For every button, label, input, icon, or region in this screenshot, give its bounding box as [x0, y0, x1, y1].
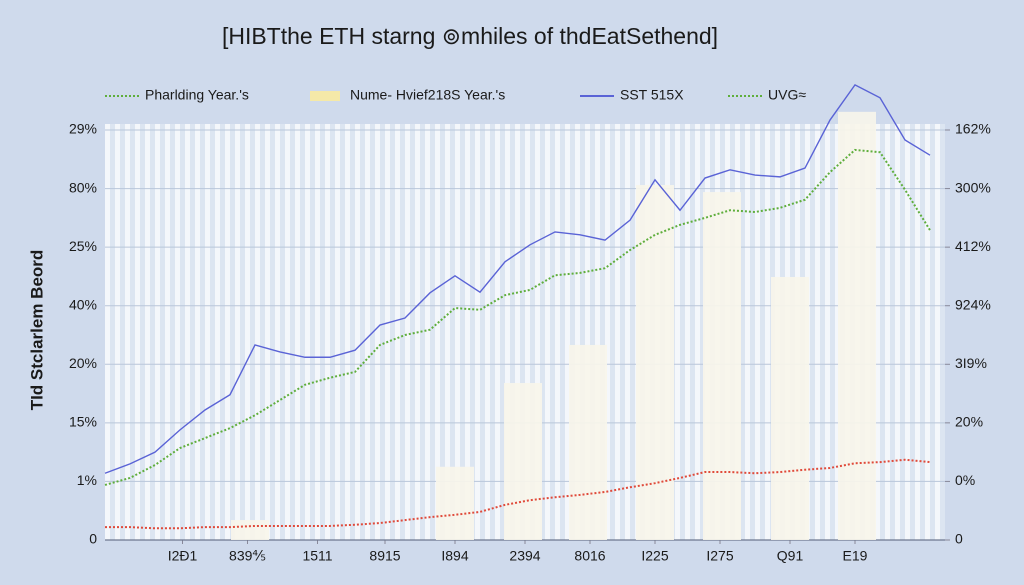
line-series	[104, 148, 931, 486]
bar	[703, 192, 741, 541]
legend-label: Pharlding Year.'s	[145, 87, 249, 103]
y-tick-label: 40%	[69, 296, 97, 312]
y-tick-label: 1%	[77, 472, 97, 488]
x-tick-label: 1511	[302, 548, 332, 564]
y2-tick-label: 924%	[955, 296, 991, 312]
line-series	[104, 83, 931, 474]
line-series	[105, 458, 931, 530]
y2-tick-label: 20%	[955, 414, 983, 430]
y-tick-label: 0	[89, 531, 97, 547]
y-tick-label: 25%	[69, 238, 97, 254]
bar	[231, 520, 269, 540]
y-tick-label: 15%	[69, 414, 97, 430]
bar	[436, 466, 474, 540]
y-tick-label: 29%	[69, 121, 97, 137]
legend-label: SST 515X	[620, 87, 684, 103]
x-tick-label: Q91	[777, 548, 804, 564]
y2-tick-label: 412%	[955, 238, 991, 254]
bar	[504, 383, 542, 540]
legend-label: UVG≈	[768, 87, 806, 103]
y2-tick-label: 0%	[955, 472, 975, 488]
bar	[771, 277, 809, 540]
legend-label: Nume- Hvief218S Year.'s	[350, 87, 505, 103]
x-tick-label: I894	[441, 548, 468, 564]
x-tick-label: 839⅘	[229, 548, 266, 564]
x-tick-label: 8915	[369, 548, 400, 564]
bar	[636, 185, 674, 541]
y-tick-label: 80%	[69, 179, 97, 195]
chart-title: [HIBTthe ETH starng ⊚mhiles of thdEatSet…	[222, 23, 718, 49]
y2-tick-label: 3I9%	[955, 355, 987, 371]
x-tick-label: I2Ð1	[168, 548, 198, 564]
bar	[838, 111, 876, 540]
bar	[569, 344, 607, 540]
y-axis-label: TId Stclarlem Beord	[27, 250, 46, 411]
x-tick-label: I275	[706, 548, 733, 564]
x-tick-label: 2394	[509, 548, 540, 564]
y-tick-label: 20%	[69, 355, 97, 371]
x-tick-label: 8016	[574, 548, 605, 564]
y2-tick-label: 0	[955, 531, 963, 547]
legend-swatch	[310, 91, 340, 101]
y2-tick-label: 300%	[955, 179, 991, 195]
x-tick-label: I225	[641, 548, 668, 564]
y2-tick-label: 162%	[955, 121, 991, 137]
x-tick-label: E19	[843, 548, 868, 564]
